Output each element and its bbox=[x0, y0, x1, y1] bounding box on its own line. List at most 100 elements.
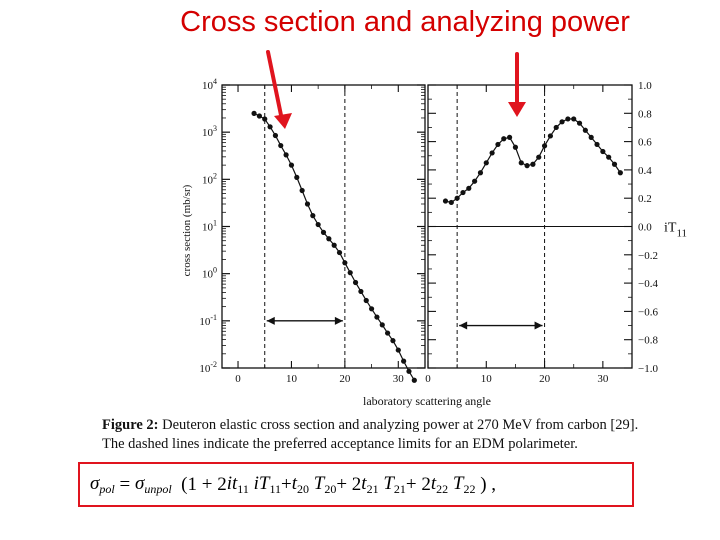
data-point bbox=[489, 150, 495, 156]
y-tick-label: −0.4 bbox=[638, 278, 658, 290]
y-tick-label: −0.8 bbox=[638, 335, 658, 347]
figure-caption: Figure 2: Deuteron elastic cross section… bbox=[102, 416, 712, 454]
data-point bbox=[460, 189, 466, 196]
arrow-head-left bbox=[459, 321, 468, 330]
y-tick-label: −0.6 bbox=[638, 306, 658, 318]
data-point bbox=[294, 174, 300, 180]
data-point bbox=[278, 142, 284, 149]
x-tick-label: 10 bbox=[286, 373, 298, 385]
analyzing-power-panel: 1.0 0.8 0.6 0.4 0.2 0.0 −0.2 −0.4 −0.6 −0.8 −1.0 0 1… bbox=[425, 80, 687, 385]
data-point bbox=[347, 270, 353, 276]
data-point bbox=[466, 185, 472, 191]
data-point bbox=[541, 143, 548, 149]
x-tick-label: 10 bbox=[481, 373, 493, 385]
arrow-head-right bbox=[334, 316, 343, 325]
y-axis-label: cross section (mb/sr) bbox=[181, 184, 193, 276]
data-point bbox=[553, 124, 559, 131]
data-point bbox=[310, 213, 316, 219]
data-point bbox=[251, 110, 257, 116]
y-tick-label: 100 bbox=[202, 266, 217, 281]
y-tick-label: −0.2 bbox=[638, 250, 658, 262]
data-point bbox=[472, 178, 478, 184]
data-point bbox=[559, 119, 565, 125]
caption-line-1: Deuteron elastic cross section and analy… bbox=[162, 417, 639, 433]
data-point bbox=[352, 279, 359, 286]
y-tick-label: 102 bbox=[202, 171, 217, 186]
y-tick-label: 0.6 bbox=[638, 137, 652, 149]
data-point bbox=[368, 306, 375, 312]
y-tick-label: 10-2 bbox=[199, 360, 217, 375]
data-point bbox=[262, 116, 268, 122]
cross-section-panel: 104 103 102 101 100 10-1 10-2 0 10 20 30 cross sect… bbox=[181, 77, 426, 385]
red-arrow-cross-section bbox=[266, 50, 284, 122]
data-point bbox=[576, 120, 583, 126]
data-point bbox=[326, 236, 332, 242]
x-tick-label: 30 bbox=[393, 373, 405, 385]
y-tick-label: 104 bbox=[202, 77, 217, 92]
arrow-head-right bbox=[534, 321, 543, 330]
data-point bbox=[582, 127, 588, 133]
x-tick-label: 0 bbox=[235, 373, 241, 385]
series-line bbox=[445, 118, 621, 204]
y-tick-label: −1.0 bbox=[638, 363, 658, 375]
figure-label: Figure 2: bbox=[102, 417, 159, 433]
red-arrow-head bbox=[508, 102, 526, 117]
data-point bbox=[379, 322, 385, 328]
data-point bbox=[283, 152, 289, 158]
data-point bbox=[442, 198, 449, 204]
data-point bbox=[448, 199, 454, 206]
x-tick-label: 0 bbox=[425, 373, 431, 385]
data-point bbox=[336, 249, 343, 256]
y-tick-label: 0.8 bbox=[638, 108, 652, 120]
data-point bbox=[495, 141, 501, 148]
data-point bbox=[594, 141, 600, 148]
x-tick-label: 20 bbox=[539, 373, 551, 385]
data-point bbox=[390, 338, 396, 344]
arrow-head-left bbox=[266, 316, 275, 325]
y-tick-label: 103 bbox=[202, 124, 217, 139]
data-point bbox=[401, 358, 407, 364]
data-point bbox=[331, 242, 337, 248]
data-point bbox=[507, 134, 513, 140]
data-point bbox=[256, 113, 262, 119]
x-tick-label: 30 bbox=[597, 373, 609, 385]
data-point bbox=[606, 154, 612, 160]
data-point bbox=[342, 260, 348, 266]
y-tick-label: 10-1 bbox=[199, 313, 217, 328]
data-point bbox=[547, 133, 554, 139]
x-tick-label: 20 bbox=[339, 373, 351, 385]
data-point bbox=[358, 288, 364, 295]
data-point bbox=[411, 377, 417, 383]
data-point bbox=[518, 160, 524, 166]
data-point bbox=[406, 368, 412, 374]
data-point bbox=[512, 144, 519, 150]
y-axis-label: iT11 bbox=[664, 221, 687, 240]
data-point bbox=[565, 116, 571, 122]
data-point bbox=[617, 170, 623, 176]
y-tick-label: 1.0 bbox=[638, 80, 652, 92]
x-axis-label: laboratory scattering angle bbox=[363, 394, 491, 408]
data-point bbox=[299, 187, 305, 194]
red-arrow-head bbox=[274, 113, 292, 129]
data-point bbox=[374, 314, 380, 320]
annotation-arrows bbox=[266, 50, 526, 129]
data-point bbox=[600, 148, 606, 155]
data-point bbox=[385, 330, 391, 336]
y-tick-label: 0.0 bbox=[638, 222, 652, 234]
data-point bbox=[267, 124, 273, 130]
data-point bbox=[501, 136, 507, 142]
y-tick-label: 0.2 bbox=[638, 193, 652, 205]
data-point bbox=[588, 134, 594, 140]
data-point bbox=[524, 163, 530, 169]
data-point bbox=[320, 229, 327, 235]
plot-frame bbox=[221, 84, 426, 369]
data-point bbox=[477, 170, 484, 176]
data-point bbox=[395, 347, 401, 353]
data-point bbox=[272, 132, 279, 139]
polarization-formula: σpol = σunpol (1 + 2 it11 iT11 + t20 T20… bbox=[78, 462, 634, 507]
data-point bbox=[315, 221, 321, 228]
data-point bbox=[483, 160, 489, 166]
y-tick-label: 0.4 bbox=[638, 165, 652, 177]
data-point bbox=[304, 201, 311, 207]
